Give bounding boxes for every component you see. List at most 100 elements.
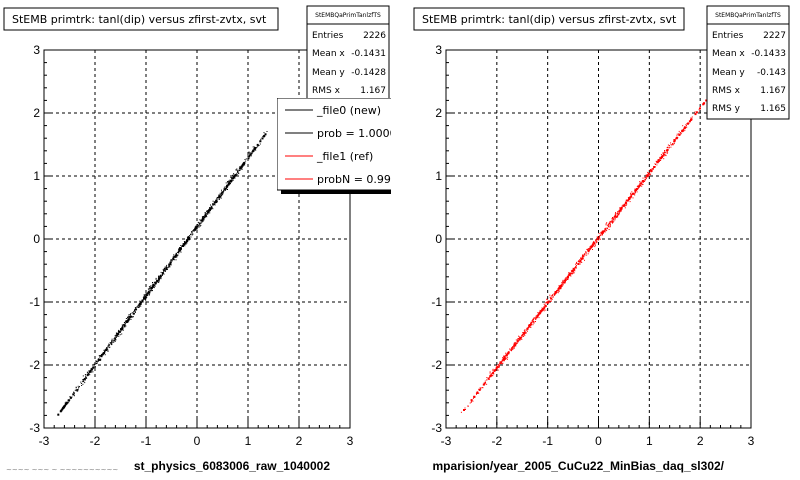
scatter-point [248, 155, 251, 158]
scatter-point [571, 273, 573, 275]
scatter-point [554, 291, 556, 293]
scatter-point [601, 231, 604, 234]
scatter-point [470, 399, 473, 402]
scatter-point [673, 143, 675, 145]
scatter-point [185, 241, 187, 243]
scatter-point [625, 200, 627, 202]
scatter-point [86, 373, 89, 376]
scatter-point [550, 297, 553, 300]
right-x-tick-labels: -3 -2 -1 0 1 2 3 [441, 434, 755, 448]
scatter-point [132, 316, 134, 318]
scatter-point [227, 183, 230, 186]
scatter-point [203, 219, 205, 221]
scatter-point [596, 241, 598, 243]
scatter-point [169, 265, 170, 267]
scatter-point [164, 269, 166, 271]
scatter-point [630, 197, 632, 199]
scatter-point [104, 351, 105, 352]
scatter-point [223, 191, 225, 193]
scatter-point [512, 348, 514, 350]
scatter-point [239, 170, 240, 172]
scatter-point [142, 301, 144, 303]
scatter-point [660, 157, 662, 160]
right-stats-value-2: -0.143 [757, 68, 786, 78]
scatter-point [672, 143, 674, 145]
x-tick-label: 1 [245, 434, 252, 448]
scatter-point [537, 316, 539, 318]
scatter-point [134, 313, 135, 315]
scatter-point [75, 390, 77, 392]
scatter-point [194, 228, 196, 231]
scatter-point [178, 249, 180, 251]
scatter-point [525, 329, 527, 331]
scatter-point [469, 402, 471, 404]
scatter-point [579, 263, 581, 265]
scatter-point [225, 186, 228, 188]
scatter-point [231, 178, 232, 180]
scatter-point [124, 320, 126, 322]
scatter-point [552, 294, 553, 296]
scatter-point [536, 314, 539, 317]
scatter-point [601, 231, 602, 233]
scatter-point [609, 226, 611, 228]
scatter-point [651, 168, 653, 170]
scatter-point [467, 406, 469, 407]
scatter-point [609, 221, 611, 223]
scatter-point [202, 220, 204, 222]
scatter-point [89, 374, 91, 376]
scatter-point [614, 213, 616, 215]
scatter-point [150, 290, 152, 292]
scatter-point [565, 277, 567, 279]
scatter-point [151, 285, 154, 288]
scatter-point [88, 370, 90, 372]
scatter-point [229, 179, 231, 181]
scatter-point [175, 253, 177, 254]
scatter-point [511, 348, 513, 350]
scatter-point [77, 390, 79, 392]
scatter-point [207, 213, 209, 215]
scatter-point [562, 281, 565, 284]
scatter-point [225, 188, 227, 190]
scatter-point [165, 269, 167, 271]
scatter-point [502, 362, 504, 364]
scatter-point [172, 256, 174, 258]
scatter-point [652, 168, 654, 169]
scatter-point [549, 300, 551, 302]
scatter-point [649, 169, 651, 171]
scatter-point [209, 212, 211, 214]
scatter-point [196, 224, 198, 226]
scatter-point [700, 106, 701, 107]
scatter-point [495, 366, 497, 368]
scatter-point [670, 144, 672, 146]
scatter-point [137, 307, 139, 308]
scatter-point [636, 186, 638, 188]
scatter-point [635, 190, 636, 192]
scatter-point [608, 222, 610, 224]
scatter-point [591, 244, 593, 246]
scatter-point [646, 177, 647, 179]
scatter-point [238, 173, 240, 175]
scatter-point [198, 225, 200, 227]
scatter-point [589, 248, 591, 250]
scatter-point [538, 317, 540, 319]
scatter-point [583, 256, 585, 258]
scatter-point [73, 392, 75, 394]
scatter-point [200, 222, 202, 224]
scatter-point [608, 229, 610, 230]
scatter-point [158, 279, 160, 281]
scatter-point [160, 271, 162, 273]
scatter-point [578, 261, 580, 263]
scatter-point [199, 219, 201, 221]
scatter-point [69, 396, 72, 399]
scatter-point [535, 316, 538, 319]
scatter-point [160, 277, 162, 279]
scatter-point [125, 320, 128, 323]
x-tick-label: 0 [595, 434, 602, 448]
left-stats-value-2: -0.1428 [351, 68, 386, 78]
scatter-point [545, 302, 547, 304]
scatter-point [97, 359, 100, 361]
scatter-point [607, 226, 609, 228]
scatter-point [518, 336, 520, 338]
scatter-point [504, 356, 506, 358]
scatter-point [77, 385, 79, 387]
